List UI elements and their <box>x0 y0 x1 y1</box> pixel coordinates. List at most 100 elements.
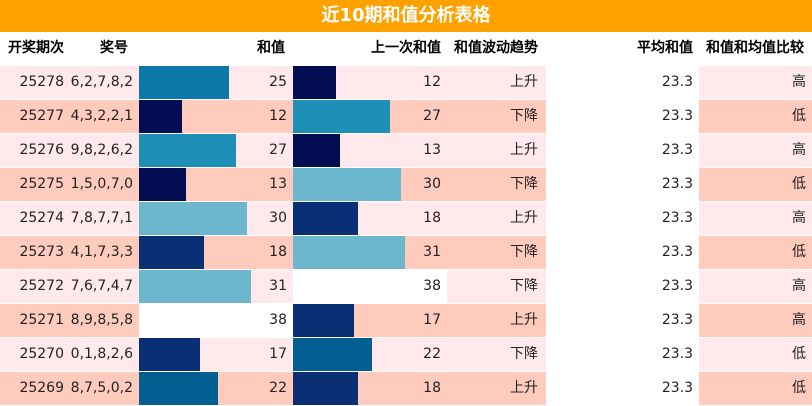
sum-bar <box>139 202 248 235</box>
sum-cell: 25 <box>139 66 293 99</box>
sum-cell: 22 <box>139 372 293 405</box>
digits-cell: 7,8,7,7,1 <box>70 202 139 235</box>
header-prev-sum: 上一次和值 <box>371 40 441 56</box>
compare-cell: 高 <box>699 66 812 99</box>
prev-sum-bar <box>293 372 358 405</box>
issue-cell: 25272 <box>0 270 70 303</box>
sum-cell-text: 13 <box>269 176 287 192</box>
compare-cell-text: 低 <box>792 346 806 362</box>
trend-cell: 上升 <box>447 372 546 405</box>
prev-sum-bar <box>293 100 391 133</box>
table-header: 开奖期次 奖号 和值 上一次和值 和值波动趋势 平均和值 和值和均值比较 <box>0 32 812 64</box>
compare-cell: 低 <box>699 338 812 371</box>
sum-cell: 17 <box>139 338 293 371</box>
prev-sum-cell: 18 <box>293 202 447 235</box>
prev-sum-bar <box>293 202 358 235</box>
trend-cell: 上升 <box>447 202 546 235</box>
trend-cell: 上升 <box>447 134 546 167</box>
digits-cell: 0,1,8,2,6 <box>70 338 139 371</box>
compare-cell-text: 低 <box>792 244 806 260</box>
trend-cell-text: 上升 <box>510 312 538 328</box>
header-avg: 平均和值 <box>637 40 693 56</box>
trend-cell-text: 下降 <box>510 278 538 294</box>
prev-sum-bar <box>293 338 373 371</box>
avg-cell-text: 23.3 <box>661 312 693 328</box>
compare-cell: 低 <box>699 168 812 201</box>
sum-bar <box>139 372 219 405</box>
avg-cell: 23.3 <box>546 134 699 167</box>
issue-cell: 25274 <box>0 202 70 235</box>
digits-cell: 9,8,2,6,2 <box>70 134 139 167</box>
sum-cell: 12 <box>139 100 293 133</box>
prev-sum-cell-text: 27 <box>423 108 441 124</box>
compare-cell: 高 <box>699 304 812 337</box>
digits-cell-text: 8,7,5,0,2 <box>70 380 133 396</box>
avg-cell-text: 23.3 <box>661 278 693 294</box>
header-digits: 奖号 <box>100 40 128 56</box>
trend-cell: 下降 <box>447 270 546 303</box>
issue-cell: 25276 <box>0 134 70 167</box>
issue-cell-text: 25269 <box>19 380 64 396</box>
avg-cell: 23.3 <box>546 202 699 235</box>
compare-cell: 低 <box>699 100 812 133</box>
avg-cell: 23.3 <box>546 270 699 303</box>
table-row: 25278 6,2,7,8,2 25 12 上升 23.3 高 <box>0 66 812 99</box>
trend-cell-text: 下降 <box>510 346 538 362</box>
compare-cell-text: 低 <box>792 380 806 396</box>
digits-cell: 4,3,2,2,1 <box>70 100 139 133</box>
trend-cell: 上升 <box>447 66 546 99</box>
digits-cell-text: 7,6,7,4,7 <box>70 278 133 294</box>
sum-cell: 31 <box>139 270 293 303</box>
trend-cell-text: 上升 <box>510 210 538 226</box>
trend-cell-text: 上升 <box>510 380 538 396</box>
sum-cell: 13 <box>139 168 293 201</box>
sum-cell-text: 17 <box>269 346 287 362</box>
sum-cell-text: 38 <box>269 312 287 328</box>
prev-sum-cell-text: 12 <box>423 74 441 90</box>
digits-cell-text: 4,3,2,2,1 <box>70 108 133 124</box>
issue-cell-text: 25270 <box>19 346 64 362</box>
issue-cell-text: 25272 <box>19 278 64 294</box>
sum-bar <box>139 338 201 371</box>
table-row: 25269 8,7,5,0,2 22 18 上升 23.3 低 <box>0 372 812 405</box>
sum-cell: 38 <box>139 304 293 337</box>
sum-cell-text: 25 <box>269 74 287 90</box>
prev-sum-cell-text: 22 <box>423 346 441 362</box>
digits-cell: 4,1,7,3,3 <box>70 236 139 269</box>
table-row: 25277 4,3,2,2,1 12 27 下降 23.3 低 <box>0 100 812 133</box>
sum-cell-text: 27 <box>269 142 287 158</box>
table-row: 25272 7,6,7,4,7 31 38 下降 23.3 高 <box>0 270 812 303</box>
trend-cell: 上升 <box>447 304 546 337</box>
compare-cell-text: 低 <box>792 108 806 124</box>
compare-cell-text: 高 <box>792 74 806 90</box>
trend-cell: 下降 <box>447 338 546 371</box>
trend-cell-text: 下降 <box>510 244 538 260</box>
issue-cell-text: 25277 <box>19 108 64 124</box>
sum-cell-text: 12 <box>269 108 287 124</box>
sum-cell-text: 22 <box>269 380 287 396</box>
prev-sum-cell: 22 <box>293 338 447 371</box>
sum-bar <box>139 100 183 133</box>
compare-cell-text: 高 <box>792 278 806 294</box>
sum-cell-text: 30 <box>269 210 287 226</box>
prev-sum-cell: 17 <box>293 304 447 337</box>
compare-cell-text: 高 <box>792 210 806 226</box>
table-row: 25273 4,1,7,3,3 18 31 下降 23.3 低 <box>0 236 812 269</box>
trend-cell-text: 上升 <box>510 142 538 158</box>
avg-cell-text: 23.3 <box>661 346 693 362</box>
issue-cell-text: 25275 <box>19 176 64 192</box>
avg-cell-text: 23.3 <box>661 142 693 158</box>
issue-cell: 25275 <box>0 168 70 201</box>
prev-sum-cell: 30 <box>293 168 447 201</box>
avg-cell: 23.3 <box>546 304 699 337</box>
header-sum: 和值 <box>257 40 285 56</box>
prev-sum-cell: 12 <box>293 66 447 99</box>
compare-cell: 高 <box>699 270 812 303</box>
sum-bar <box>139 236 204 269</box>
avg-cell-text: 23.3 <box>661 380 693 396</box>
avg-cell-text: 23.3 <box>661 244 693 260</box>
compare-cell-text: 低 <box>792 176 806 192</box>
avg-cell: 23.3 <box>546 66 699 99</box>
prev-sum-cell: 31 <box>293 236 447 269</box>
digits-cell-text: 9,8,2,6,2 <box>70 142 133 158</box>
